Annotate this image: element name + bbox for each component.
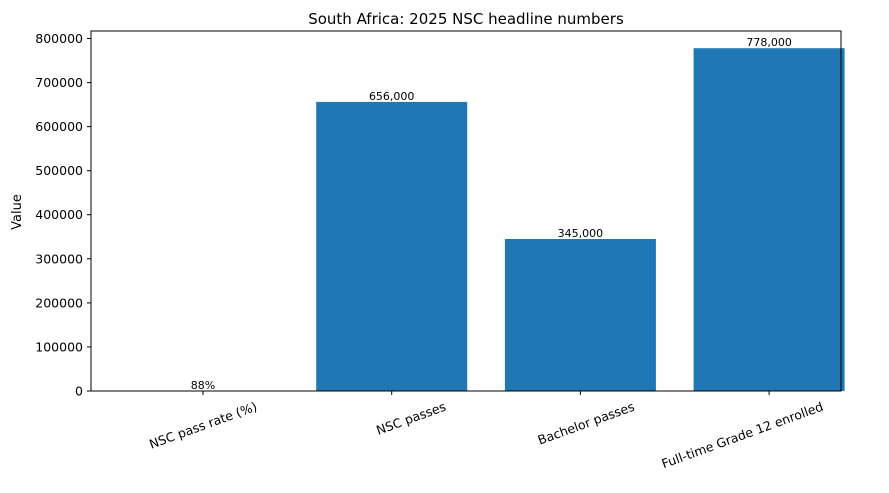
data-label-0: 88%: [191, 379, 215, 392]
y-tick-label-7: 700000: [35, 75, 83, 90]
data-label-1: 656,000: [369, 90, 415, 103]
y-tick-label-4: 400000: [35, 207, 83, 222]
y-tick-label-1: 100000: [35, 339, 83, 354]
bar-2: [505, 239, 656, 391]
data-label-3: 778,000: [746, 36, 792, 49]
data-label-2: 345,000: [558, 227, 604, 240]
y-tick-label-8: 800000: [35, 31, 83, 46]
y-axis: 0 100000 200000 300000 400000 500000 600000 700…: [35, 31, 91, 399]
y-tick-label-3: 300000: [35, 251, 83, 266]
x-tick-label-0: NSC pass rate (%): [147, 399, 259, 452]
x-tick-label-3: Full-time Grade 12 enrolled: [660, 399, 826, 472]
y-tick-label-5: 500000: [35, 163, 83, 178]
x-axis: NSC pass rate (%) NSC passes Bachelor pass…: [147, 391, 825, 471]
x-tick-label-1: NSC passes: [374, 399, 448, 438]
y-axis-label: Value: [10, 194, 25, 230]
y-tick-label-2: 200000: [35, 295, 83, 310]
bar-3: [694, 48, 845, 391]
bar-1: [316, 102, 467, 391]
y-tick-label-0: 0: [75, 384, 83, 399]
x-tick-label-2: Bachelor passes: [536, 399, 637, 448]
bars-layer: [128, 48, 845, 391]
y-tick-label-6: 600000: [35, 119, 83, 134]
chart-title: South Africa: 2025 NSC headline numbers: [308, 10, 624, 28]
